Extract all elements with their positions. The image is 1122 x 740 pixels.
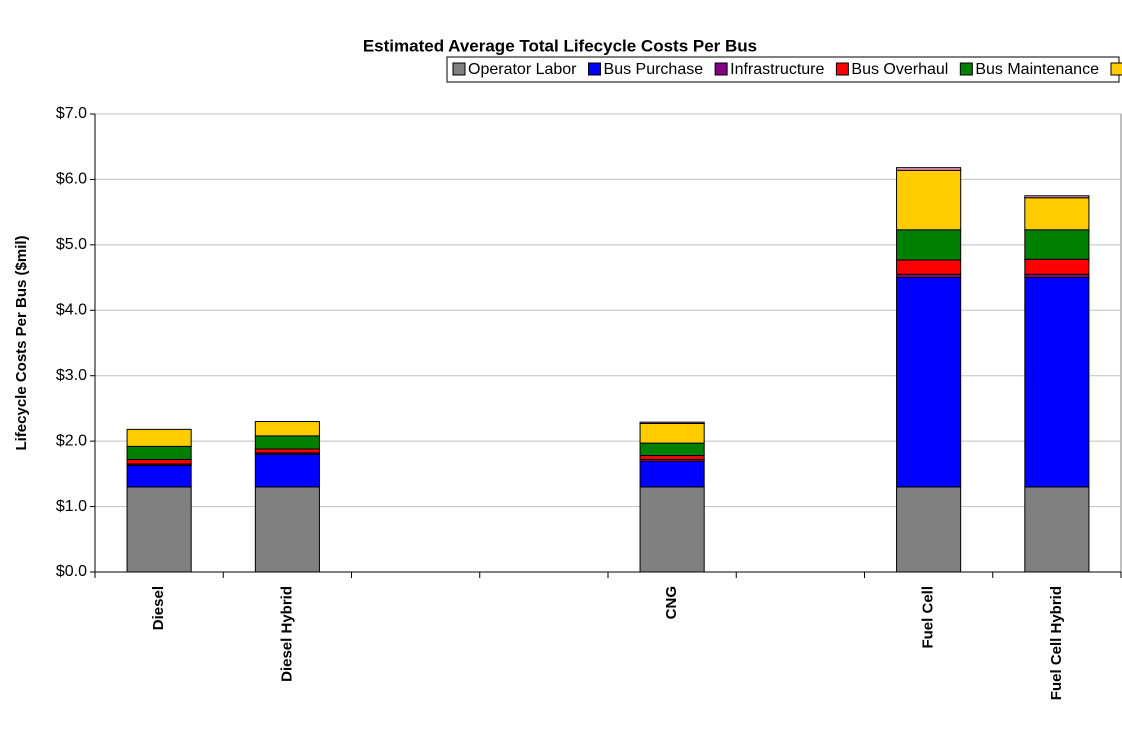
y-tick-label: $6.0	[56, 171, 87, 188]
legend-swatch	[959, 62, 973, 76]
y-tick-label: $1.0	[56, 498, 87, 515]
bar-segment	[896, 229, 962, 261]
y-tick-label: $4.0	[56, 302, 87, 319]
bar-segment	[1024, 197, 1090, 231]
bar-segment	[1024, 486, 1090, 573]
bar-segment	[896, 169, 962, 231]
bar-segment	[1024, 195, 1090, 199]
legend-swatch	[714, 62, 728, 76]
y-tick-label: $5.0	[56, 236, 87, 253]
y-tick-label: $7.0	[56, 105, 87, 122]
y-tick-label: $3.0	[56, 367, 87, 384]
legend-swatch	[835, 62, 849, 76]
bar-segment	[126, 464, 192, 488]
bar-segment	[896, 486, 962, 573]
x-tick-label: Fuel Cell Hybrid	[1048, 586, 1065, 700]
bar-segment	[639, 486, 705, 573]
bar-segment	[639, 422, 705, 444]
bar-segment	[1024, 277, 1090, 488]
legend-label: Bus Overhaul	[851, 61, 948, 78]
legend-swatch	[588, 62, 602, 76]
bar-segment	[126, 428, 192, 447]
y-tick-label: $2.0	[56, 432, 87, 449]
bar-segment	[1024, 229, 1090, 260]
y-axis-label: Lifecycle Costs Per Bus ($mil)	[13, 235, 30, 450]
legend-swatch	[452, 62, 466, 76]
legend-label: Operator Labor	[468, 61, 577, 78]
bar-segment	[254, 486, 320, 573]
bar-segment	[639, 421, 705, 424]
y-tick-label: $0.0	[56, 563, 87, 580]
plot-area	[94, 113, 1122, 573]
bar-segment	[639, 460, 705, 488]
bar-segment	[254, 435, 320, 450]
legend: Operator Labor Bus Purchase Infrastructure…	[446, 56, 1122, 83]
bar-segment	[639, 455, 705, 460]
legend-label: Infrastructure	[730, 61, 824, 78]
bar-segment	[1024, 258, 1090, 275]
bar-segment	[254, 421, 320, 437]
bar-segment	[254, 448, 320, 454]
bar-segment	[896, 167, 962, 171]
x-tick-label: Fuel Cell	[920, 586, 937, 649]
bar-segment	[896, 277, 962, 488]
chart-title: Estimated Average Total Lifecycle Costs …	[363, 36, 757, 55]
x-tick-label: Diesel	[150, 586, 167, 630]
bar-segment	[126, 486, 192, 573]
x-tick-label: Diesel Hybrid	[278, 586, 295, 682]
legend-label: Bus Purchase	[604, 61, 704, 78]
bar-segment	[126, 458, 192, 465]
x-tick-label: CNG	[663, 586, 680, 619]
bar-segment	[254, 453, 320, 488]
bar-segment	[639, 442, 705, 457]
bar-segment	[896, 259, 962, 275]
legend-swatch	[1110, 62, 1122, 76]
legend-label: Bus Maintenance	[975, 61, 1099, 78]
bar-segment	[126, 445, 192, 460]
